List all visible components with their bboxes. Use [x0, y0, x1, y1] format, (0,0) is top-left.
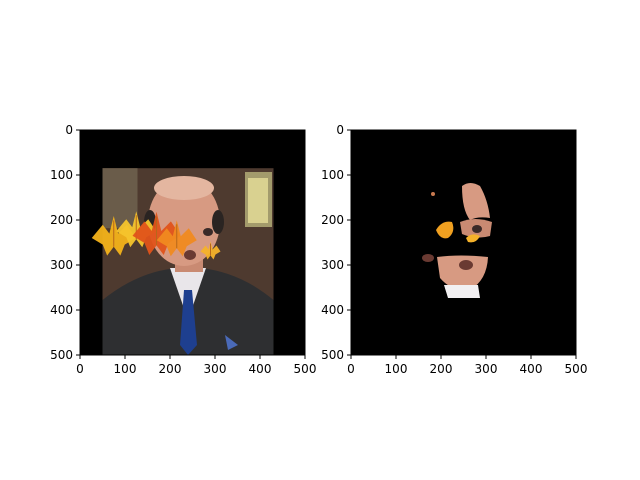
- right-xtick-label: 300: [475, 362, 498, 376]
- left-ytick-label: 400: [50, 303, 73, 317]
- left-image-content: [91, 168, 274, 355]
- bald-top: [154, 176, 214, 200]
- photo-right-screen: [248, 178, 268, 223]
- chin-fragment: [437, 255, 488, 291]
- right-image-background: [351, 130, 576, 355]
- photo-left-shelf: [102, 168, 138, 229]
- right-axes-frame: [350, 129, 577, 356]
- eye-pupil: [472, 225, 482, 233]
- right-ytick-label: 300: [321, 258, 344, 272]
- collar-fragment: [444, 285, 480, 298]
- right-ytick-label: 500: [321, 348, 344, 362]
- right-ytick-label: 0: [336, 123, 344, 137]
- left-xtick-label: 400: [249, 362, 272, 376]
- forehead-fragment: [462, 183, 490, 220]
- left-ytick-label: 200: [50, 213, 73, 227]
- left-ytick-label: 0: [65, 123, 73, 137]
- left-xtick-label: 100: [114, 362, 137, 376]
- right-ytick-label: 400: [321, 303, 344, 317]
- right-ytick-label: 100: [321, 168, 344, 182]
- leaves-overlay: [91, 211, 221, 260]
- leaf-fragment-left: [436, 221, 454, 239]
- right-xtick-label: 500: [565, 362, 588, 376]
- fragment-dot-left: [422, 254, 434, 262]
- leaf-fragment-right: [466, 234, 480, 243]
- pocket-square: [225, 335, 238, 350]
- left-ytick-label: 300: [50, 258, 73, 272]
- left-xtick-label: 300: [204, 362, 227, 376]
- mouth-fragment: [459, 260, 473, 270]
- left-xtick-label: 200: [159, 362, 182, 376]
- left-ytick-label: 500: [50, 348, 73, 362]
- right-xtick-label: 200: [430, 362, 453, 376]
- right-image-content: [422, 183, 492, 298]
- fragment-dot-top: [431, 192, 435, 196]
- right-xtick-label: 100: [385, 362, 408, 376]
- hair-side-right: [212, 210, 224, 234]
- eye: [203, 228, 213, 236]
- left-axes-frame: [79, 129, 306, 356]
- right-xtick-label: 400: [520, 362, 543, 376]
- right-xtick-label: 0: [347, 362, 355, 376]
- left-xtick-label: 500: [294, 362, 317, 376]
- tie: [180, 290, 197, 355]
- right-ytick-label: 200: [321, 213, 344, 227]
- left-xtick-label: 0: [76, 362, 84, 376]
- mouth: [184, 250, 196, 260]
- left-ytick-label: 100: [50, 168, 73, 182]
